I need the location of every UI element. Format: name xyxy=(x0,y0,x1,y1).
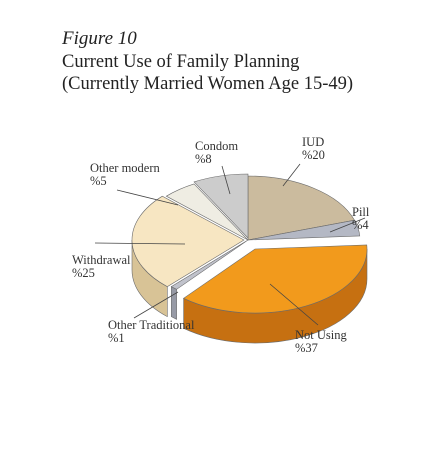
figure-title-line2: (Currently Married Women Age 15-49) xyxy=(62,74,354,94)
leader-iud xyxy=(282,163,301,187)
slice-not-using xyxy=(183,244,368,314)
slice-value-condom: %8 xyxy=(195,152,212,166)
leader-lines xyxy=(94,163,366,326)
pie-top xyxy=(131,173,368,314)
slice-iud xyxy=(247,175,355,241)
slice-side-other-traditional xyxy=(171,286,177,320)
slice-labels: IUD%20 Pill%4 Not Using%37 Other Traditiona… xyxy=(72,135,370,355)
leader-pill xyxy=(329,217,366,233)
slice-label-iud: IUD xyxy=(302,135,324,149)
slice-label-other-traditional: Other Traditional xyxy=(108,318,195,332)
slice-other-traditional xyxy=(170,239,249,290)
slice-withdrawal xyxy=(131,195,245,287)
slice-value-pill: %4 xyxy=(352,218,369,232)
slice-label-not-using: Not Using xyxy=(295,328,347,342)
leader-not-using xyxy=(269,283,319,326)
slice-label-condom: Condom xyxy=(195,139,238,153)
slice-label-other-modern: Other modern xyxy=(90,161,161,175)
slice-value-other-traditional: %1 xyxy=(108,331,125,345)
figure-title: Current Use of Family Planning (Currentl… xyxy=(62,51,353,95)
figure-title-line1: Current Use of Family Planning xyxy=(62,52,300,72)
slice-value-not-using: %37 xyxy=(295,341,318,355)
leader-condom xyxy=(221,165,231,195)
leader-other-modern xyxy=(116,189,179,206)
slice-label-pill: Pill xyxy=(352,205,370,219)
slice-other-modern xyxy=(165,183,249,241)
slice-value-iud: %20 xyxy=(302,148,325,162)
slice-value-other-modern: %5 xyxy=(90,174,107,188)
slice-condom xyxy=(193,173,249,239)
slice-value-withdrawal: %25 xyxy=(72,266,95,280)
slice-label-withdrawal: Withdrawal xyxy=(72,253,131,267)
leader-other-traditional xyxy=(133,291,179,319)
slice-pill xyxy=(247,219,361,241)
leader-withdrawal xyxy=(94,242,186,245)
figure-number: Figure 10 xyxy=(62,28,137,49)
